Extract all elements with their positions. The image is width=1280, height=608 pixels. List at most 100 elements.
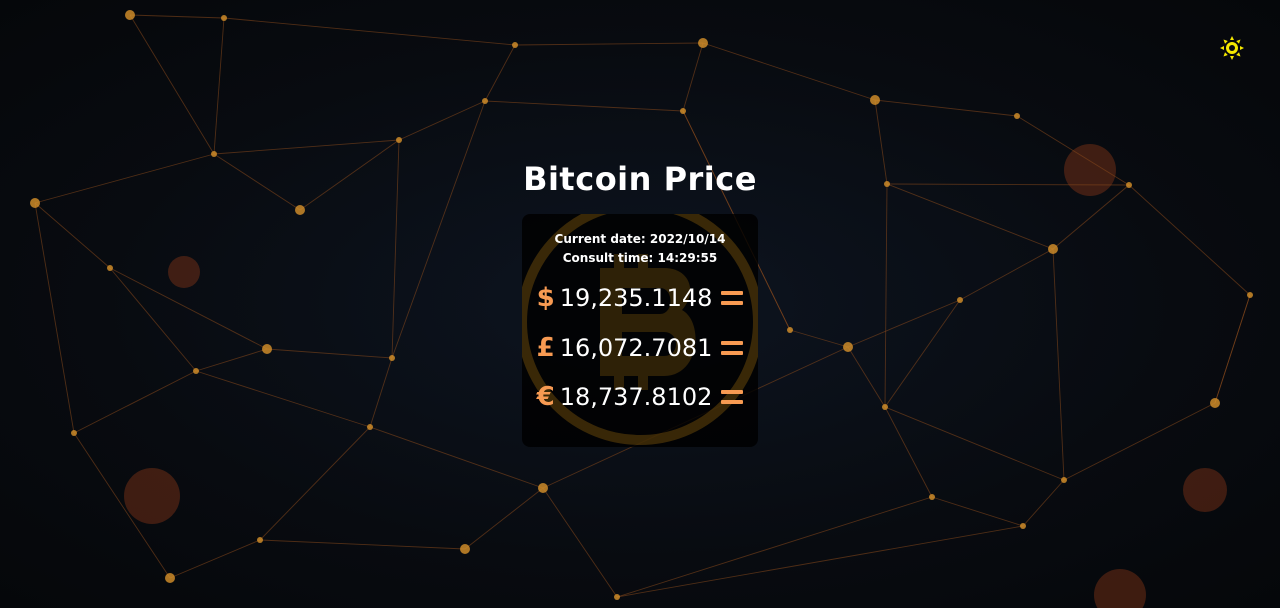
pound-icon: £ xyxy=(536,333,555,363)
network-link xyxy=(73,432,171,579)
network-node xyxy=(870,95,880,105)
network-node xyxy=(614,594,620,600)
network-link xyxy=(1128,184,1251,296)
price-value-eur: 18,737.8102 xyxy=(559,383,713,411)
network-link xyxy=(484,100,684,112)
network-link xyxy=(1016,115,1130,186)
price-card: Current date: 2022/10/14 Consult time: 1… xyxy=(522,214,758,447)
network-node xyxy=(882,404,888,410)
network-link xyxy=(959,248,1054,301)
network-link xyxy=(1063,402,1216,481)
network-node xyxy=(787,327,793,333)
network-link xyxy=(884,299,961,408)
background-glow xyxy=(1094,569,1146,608)
network-node xyxy=(1247,292,1253,298)
price-row-gbp: £ 16,072.7081 xyxy=(522,332,758,364)
price-value-gbp: 16,072.7081 xyxy=(559,334,713,362)
background-glow xyxy=(124,468,180,524)
network-node xyxy=(698,38,708,48)
network-link xyxy=(682,42,704,112)
network-node xyxy=(71,430,77,436)
network-link xyxy=(847,299,961,348)
network-link xyxy=(616,525,1024,598)
network-link xyxy=(213,139,400,155)
network-node xyxy=(512,42,518,48)
sun-icon xyxy=(1220,36,1244,60)
network-link xyxy=(884,183,888,408)
menu-icon[interactable] xyxy=(721,291,744,305)
background-glow xyxy=(168,256,200,288)
network-link xyxy=(1022,479,1065,527)
network-link xyxy=(73,370,197,434)
network-link xyxy=(884,406,933,498)
network-link xyxy=(195,370,371,428)
network-node xyxy=(538,483,548,493)
network-link xyxy=(874,99,888,185)
menu-icon[interactable] xyxy=(721,341,744,355)
price-row-usd: $ 19,235.1148 xyxy=(522,282,758,314)
network-link xyxy=(702,42,876,101)
network-link xyxy=(369,357,393,428)
network-link xyxy=(169,539,261,579)
network-node xyxy=(1061,477,1067,483)
network-node xyxy=(389,355,395,361)
network-node xyxy=(165,573,175,583)
page-title: Bitcoin Price xyxy=(523,160,757,198)
menu-icon[interactable] xyxy=(721,390,744,404)
network-node xyxy=(125,10,135,20)
network-node xyxy=(1126,182,1132,188)
network-node xyxy=(193,368,199,374)
network-link xyxy=(299,139,400,211)
network-link xyxy=(195,348,268,372)
network-link xyxy=(34,202,75,434)
network-link xyxy=(886,183,1130,186)
network-node xyxy=(884,181,890,187)
network-link xyxy=(847,346,886,408)
network-node xyxy=(460,544,470,554)
network-node xyxy=(957,297,963,303)
network-link xyxy=(223,17,516,46)
network-node xyxy=(929,494,935,500)
network-link xyxy=(398,100,486,141)
network-link xyxy=(391,139,400,359)
network-link xyxy=(1052,184,1130,250)
network-node xyxy=(262,344,272,354)
network-link xyxy=(34,153,215,204)
network-link xyxy=(213,153,301,211)
network-link xyxy=(259,426,371,541)
background-glow xyxy=(1064,144,1116,196)
network-node xyxy=(211,151,217,157)
network-link xyxy=(616,496,933,598)
network-link xyxy=(1214,294,1251,404)
network-link xyxy=(259,539,466,550)
bitcoin-watermark-icon xyxy=(522,214,758,445)
network-node xyxy=(680,108,686,114)
network-link xyxy=(484,44,516,102)
network-link xyxy=(129,14,215,155)
network-link xyxy=(514,42,704,46)
network-link xyxy=(129,14,225,19)
network-link xyxy=(109,267,197,372)
network-link xyxy=(213,17,225,155)
network-link xyxy=(1052,248,1065,481)
network-node xyxy=(1048,244,1058,254)
network-link xyxy=(34,202,111,269)
network-link xyxy=(789,329,849,348)
network-link xyxy=(391,100,486,359)
network-link xyxy=(884,406,1065,481)
network-node xyxy=(107,265,113,271)
network-node xyxy=(396,137,402,143)
network-link xyxy=(886,183,1054,250)
network-node xyxy=(221,15,227,21)
price-value-usd: 19,235.1148 xyxy=(559,284,713,312)
network-link xyxy=(369,426,544,489)
theme-toggle-button[interactable] xyxy=(1219,35,1245,61)
network-link xyxy=(542,487,618,598)
network-node xyxy=(295,205,305,215)
price-row-eur: € 18,737.8102 xyxy=(522,381,758,413)
network-node xyxy=(1210,398,1220,408)
dollar-icon: $ xyxy=(536,283,555,313)
network-link xyxy=(464,487,544,550)
network-node xyxy=(1014,113,1020,119)
